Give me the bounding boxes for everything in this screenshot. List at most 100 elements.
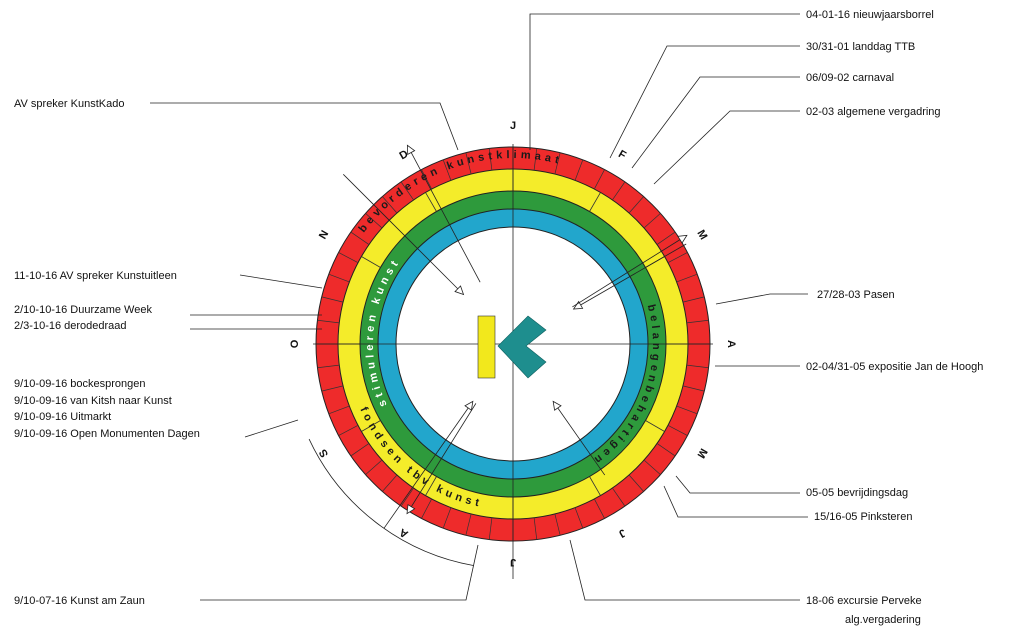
week-tick bbox=[338, 425, 359, 436]
week-tick bbox=[667, 252, 688, 263]
week-tick bbox=[338, 252, 359, 263]
week-tick bbox=[656, 443, 676, 457]
month-divider bbox=[589, 192, 601, 212]
event-nieuwjaarsborrel: 04-01-16 nieuwjaarsborrel bbox=[806, 9, 934, 21]
week-tick bbox=[400, 181, 414, 201]
event-monumenten: 9/10-09-16 Open Monumenten Dagen bbox=[14, 428, 200, 440]
week-tick bbox=[533, 148, 538, 171]
week-tick bbox=[554, 152, 561, 175]
week-tick bbox=[554, 513, 561, 536]
leader-carnaval bbox=[631, 76, 800, 169]
week-tick bbox=[488, 517, 493, 540]
event-bevrijdingsdag: 05-05 bevrijdingsdag bbox=[806, 487, 908, 499]
leader-algvergadering bbox=[653, 110, 800, 185]
week-tick bbox=[421, 498, 432, 519]
arrow-upper-left-head bbox=[454, 285, 465, 296]
week-tick bbox=[686, 364, 709, 369]
week-tick bbox=[612, 181, 626, 201]
week-tick bbox=[421, 169, 432, 190]
arrow-lower-right-head bbox=[552, 400, 562, 411]
week-tick bbox=[533, 517, 538, 540]
leader-pasen bbox=[715, 293, 808, 305]
week-tick bbox=[465, 152, 472, 175]
event-pasen: 27/28-03 Pasen bbox=[817, 289, 895, 301]
week-tick bbox=[676, 405, 698, 415]
arrow-lower-left bbox=[383, 401, 474, 529]
month-letter: J bbox=[510, 120, 516, 132]
leader-excursie bbox=[569, 539, 800, 601]
event-kunst-am-zaun: 9/10-07-16 Kunst am Zaun bbox=[14, 595, 145, 607]
arrow-lower-left-head bbox=[464, 400, 474, 411]
arrow-out-right-head bbox=[677, 234, 688, 244]
direction-arrows bbox=[343, 144, 688, 529]
leader-pinksteren bbox=[663, 485, 808, 518]
arrow-upper-right bbox=[573, 243, 687, 310]
week-tick bbox=[643, 459, 661, 475]
event-uitmarkt: 9/10-09-16 Uitmarkt bbox=[14, 411, 111, 423]
leader-kunstkado bbox=[150, 102, 459, 151]
week-tick bbox=[628, 474, 644, 492]
week-tick bbox=[382, 196, 398, 214]
week-tick bbox=[400, 487, 414, 507]
week-tick bbox=[574, 507, 584, 529]
month-divider bbox=[425, 476, 437, 496]
event-derodedraad: 2/3-10-16 derodedraad bbox=[14, 320, 127, 332]
arrow-lower-right bbox=[552, 401, 606, 476]
arrow-out-lower-left-head bbox=[406, 503, 416, 515]
week-tick bbox=[612, 487, 626, 507]
week-tick bbox=[676, 273, 698, 283]
week-tick bbox=[317, 319, 340, 324]
month-divider bbox=[361, 420, 381, 432]
month-divider bbox=[645, 420, 665, 432]
arrow-upper-right-head bbox=[572, 300, 584, 310]
month-letter: N bbox=[317, 228, 331, 241]
week-tick bbox=[350, 443, 370, 457]
month-letter: M bbox=[694, 446, 709, 460]
event-algemene-vergadering: 02-03 algemene vergadring bbox=[806, 106, 941, 118]
month-letter: S bbox=[317, 447, 331, 459]
arrow-out-upper-left-head bbox=[406, 144, 416, 155]
week-tick bbox=[488, 148, 493, 171]
week-tick bbox=[382, 474, 398, 492]
event-landdag: 30/31-01 landdag TTB bbox=[806, 41, 915, 53]
leader-lines bbox=[150, 13, 808, 601]
arrow-out-lower-left bbox=[406, 403, 477, 514]
month-letter: J bbox=[510, 556, 516, 568]
event-duurzame-week: 2/10-10-16 Duurzame Week bbox=[14, 304, 152, 316]
leader-landdag bbox=[609, 45, 800, 159]
week-tick bbox=[350, 231, 370, 245]
month-divider bbox=[425, 192, 437, 212]
week-tick bbox=[321, 296, 344, 303]
leader-kunst-am-zaun bbox=[200, 544, 479, 601]
week-tick bbox=[574, 159, 584, 181]
week-tick bbox=[594, 169, 605, 190]
week-tick bbox=[365, 459, 383, 475]
arrow-upper-left bbox=[343, 174, 464, 295]
event-kunstkado: AV spreker KunstKado bbox=[14, 98, 124, 110]
leader-kunstuitleen bbox=[239, 274, 323, 289]
month-letter: M bbox=[694, 228, 709, 242]
week-tick bbox=[328, 405, 350, 415]
arrow-out-right bbox=[572, 235, 688, 308]
event-bockesprongen: 9/10-09-16 bockesprongen bbox=[14, 378, 145, 390]
week-tick bbox=[667, 425, 688, 436]
week-tick bbox=[643, 213, 661, 229]
week-tick bbox=[442, 159, 452, 181]
week-tick bbox=[317, 364, 340, 369]
center-logo bbox=[477, 315, 547, 379]
arrow-out-upper-left bbox=[407, 145, 481, 283]
week-tick bbox=[328, 273, 350, 283]
week-tick bbox=[365, 213, 383, 229]
week-tick bbox=[682, 385, 705, 392]
week-tick bbox=[656, 231, 676, 245]
logo-chevron bbox=[497, 315, 547, 379]
week-tick bbox=[442, 507, 452, 529]
week-tick bbox=[628, 196, 644, 214]
event-carnaval: 06/09-02 carnaval bbox=[806, 72, 894, 84]
month-letter: A bbox=[725, 340, 737, 348]
week-tick bbox=[682, 296, 705, 303]
month-divider bbox=[361, 256, 381, 268]
event-pinksteren: 15/16-05 Pinksteren bbox=[814, 511, 912, 523]
leader-nieuwjaarsborrel bbox=[529, 13, 800, 150]
